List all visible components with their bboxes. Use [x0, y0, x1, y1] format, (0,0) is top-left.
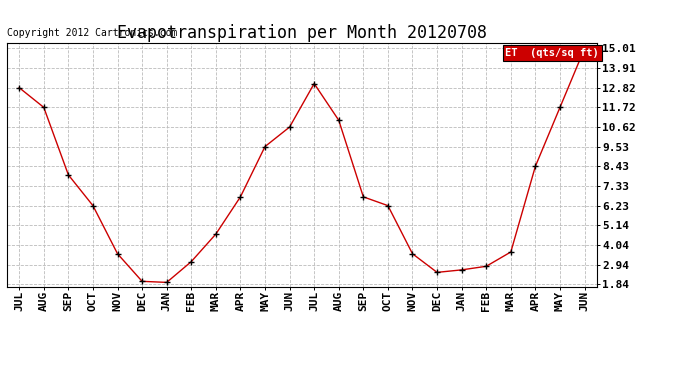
Title: Evapotranspiration per Month 20120708: Evapotranspiration per Month 20120708: [117, 24, 487, 42]
Text: ET  (qts/sq ft): ET (qts/sq ft): [505, 48, 599, 58]
Text: Copyright 2012 Cartronics.com: Copyright 2012 Cartronics.com: [7, 28, 177, 38]
